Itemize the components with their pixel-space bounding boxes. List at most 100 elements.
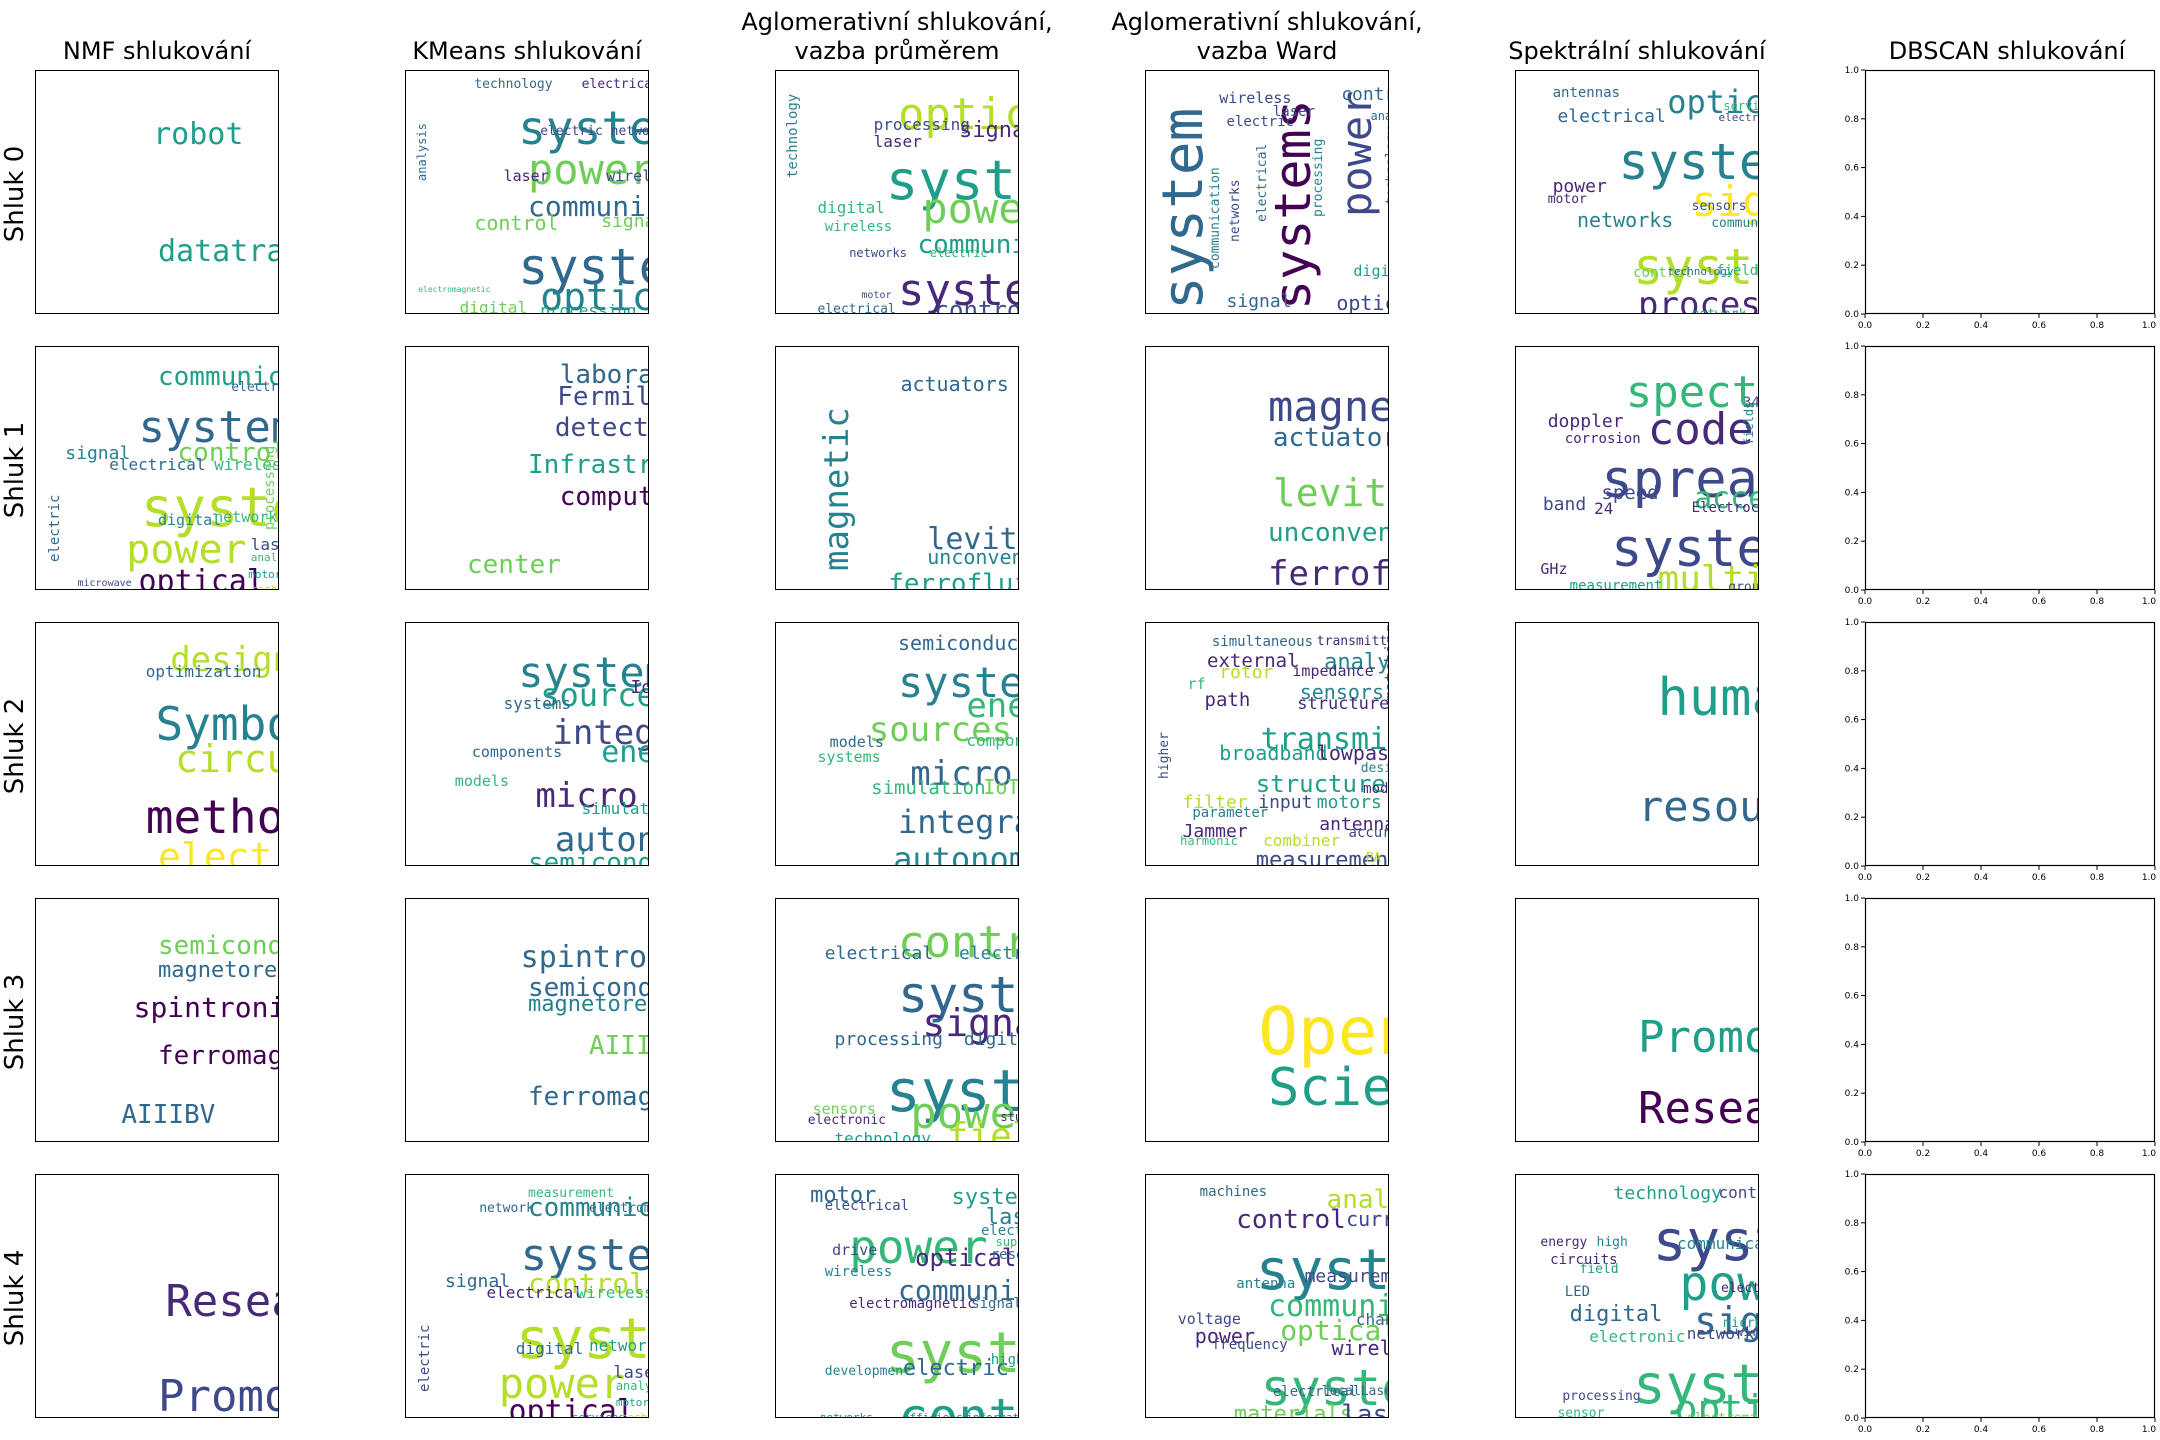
cloud-word: technology <box>1613 1182 1722 1204</box>
cloud-word: laser <box>250 535 279 555</box>
cloud-word: optical <box>1674 1386 1758 1418</box>
cloud-word: input <box>1258 791 1313 813</box>
cloud-word: signal <box>445 1270 511 1292</box>
y-tick-label: 0.4 <box>1845 764 1860 774</box>
x-tick-label: 0.6 <box>2032 321 2047 331</box>
cloud-word: services <box>1723 99 1759 114</box>
cloud-word: digital <box>963 1028 1019 1050</box>
cloud-word: electromagnetic <box>849 1296 976 1312</box>
cloud-word: motor <box>861 289 892 301</box>
y-tick-label: 0.2 <box>1845 1365 1859 1375</box>
cloud-word: ferrofluids <box>1268 553 1389 590</box>
cloud-word: Research <box>165 1275 278 1327</box>
cloud-word: electric <box>929 245 988 260</box>
cloud-word: efficiency <box>902 1410 970 1418</box>
wordcloud-panel-spectral-cluster-3: Promotion Research <box>1515 898 1759 1142</box>
cloud-word: Laser <box>1360 1383 1388 1399</box>
dbscan-axes-svg: 0.00.0 0.2 0.2 0.4 0.4 0.6 0.6 0.8 0.8 1.0 1.0 <box>1845 618 2157 883</box>
cloud-word: unconventional <box>1268 518 1388 549</box>
axes-frame <box>1864 1173 2156 1419</box>
cloud-word: Science <box>1268 1058 1388 1119</box>
cloud-word: local <box>1321 1383 1361 1399</box>
x-tick-label: 1.0 <box>2142 1149 2157 1159</box>
cloud-word: semiconductors <box>158 931 278 962</box>
row-label-cluster-1: Shluk 1 <box>0 421 30 519</box>
cloud-word: optimization <box>145 662 262 682</box>
cloud-word: Electrochemical <box>1691 499 1759 516</box>
wordcloud-panel-spectral-cluster-1: spectrumcodespread systemsmultiple access d… <box>1515 346 1759 590</box>
cloud-word: technology <box>474 77 553 93</box>
cloud-word: current <box>1346 1207 1388 1232</box>
cloud-word: components <box>966 730 1018 750</box>
cloud-word: microwave <box>1723 1315 1758 1331</box>
wordcloud-panel-kmeans-cluster-3: spintronicssemiconductorsmagnetoresistan… <box>405 898 649 1142</box>
axes-frame <box>1864 69 2156 315</box>
cloud-word: system <box>898 658 1018 708</box>
cloud-word: robot <box>153 116 244 152</box>
y-tick-label: 0.4 <box>1845 1316 1860 1326</box>
cloud-word: networks <box>1227 179 1243 242</box>
cloud-word: processing <box>261 445 278 530</box>
cloud-word: simulation <box>871 777 986 800</box>
cloud-word: micro <box>535 776 638 817</box>
cloud-word: system <box>140 476 278 540</box>
cloud-word: semiconductors <box>898 630 1019 655</box>
cloud-word: Jammer <box>1182 821 1248 843</box>
cloud-word: datatransfer <box>158 233 278 269</box>
x-tick-label: 1.0 <box>2142 873 2157 883</box>
column-title-agglomerative-ward: Aglomerativní shlukování, vazba Ward <box>1111 8 1423 65</box>
y-tick-label: 1.0 <box>1845 342 1860 352</box>
cloud-word: systems <box>503 694 572 714</box>
cloud-word: doppler <box>1547 410 1624 432</box>
x-tick-label: 0.8 <box>2090 873 2105 883</box>
cloud-word: system <box>1255 1238 1389 1304</box>
cloud-word: technology <box>1667 265 1734 279</box>
cloud-word: electric <box>417 1324 434 1393</box>
cloud-word: machines <box>1199 1183 1268 1200</box>
cloud-word: external <box>1207 650 1299 673</box>
cloud-word: simulation <box>581 799 649 819</box>
x-tick-label: 0.2 <box>1916 597 1930 607</box>
cloud-word: ground <box>1728 580 1759 590</box>
cloud-word: Promotion <box>158 1371 278 1418</box>
cloud-word: control <box>1718 1182 1758 1202</box>
cloud-word: communication <box>1208 166 1224 269</box>
y-tick-label: 0.8 <box>1845 667 1860 677</box>
cloud-word: spectrum <box>1625 367 1759 419</box>
cloud-word: antenna <box>1319 813 1389 835</box>
cloud-word: spread <box>1601 450 1758 511</box>
cloud-word: laser <box>1272 104 1316 121</box>
cloud-word: unconventional <box>927 545 1018 570</box>
cloud-word: wireless <box>214 454 278 474</box>
cloud-word: rotor <box>1219 662 1274 684</box>
x-tick-label: 0.2 <box>1916 1149 1930 1159</box>
row-label-cluster-3: Shluk 3 <box>0 973 30 1071</box>
cloud-word: wireless <box>824 1264 893 1281</box>
cloud-word: networks <box>849 245 907 260</box>
cloud-word: band <box>1542 493 1587 515</box>
x-tick-label: 0.0 <box>1858 873 1873 883</box>
cloud-word: semiconductors <box>528 972 648 1003</box>
cloud-word: power <box>498 1358 626 1408</box>
x-tick-label: 0.4 <box>1974 597 1989 607</box>
cloud-word: AIIIBV <box>121 1099 216 1130</box>
wordcloud-panel-kmeans-cluster-0: systemspowercommunication systemoptical co… <box>405 70 649 314</box>
cloud-word: motor <box>810 1182 877 1208</box>
cloud-word: transmitter <box>1316 634 1388 650</box>
cloud-word: LED <box>1564 1283 1591 1300</box>
cloud-word: systems <box>1633 1353 1758 1416</box>
wordcloud-panel-spectral-cluster-2: human resources <box>1515 622 1759 866</box>
cloud-word: field <box>946 1115 1018 1142</box>
cloud-word: processing <box>873 115 970 135</box>
cloud-word: matching <box>1380 624 1389 702</box>
cloud-word: communication <box>158 362 278 393</box>
cloud-word: combiner <box>1263 830 1341 850</box>
cloud-word: electrical <box>581 77 648 93</box>
cloud-word: power <box>1679 1256 1758 1313</box>
cloud-word: signal <box>65 442 131 464</box>
cloud-word: measurement <box>1255 847 1389 866</box>
cloud-word: motors <box>1316 791 1382 813</box>
dbscan-axes-svg: 0.00.0 0.2 0.2 0.4 0.4 0.6 0.6 0.8 0.8 1.0 1.0 <box>1845 66 2157 331</box>
cloud-word: simultaneous <box>1211 634 1314 651</box>
